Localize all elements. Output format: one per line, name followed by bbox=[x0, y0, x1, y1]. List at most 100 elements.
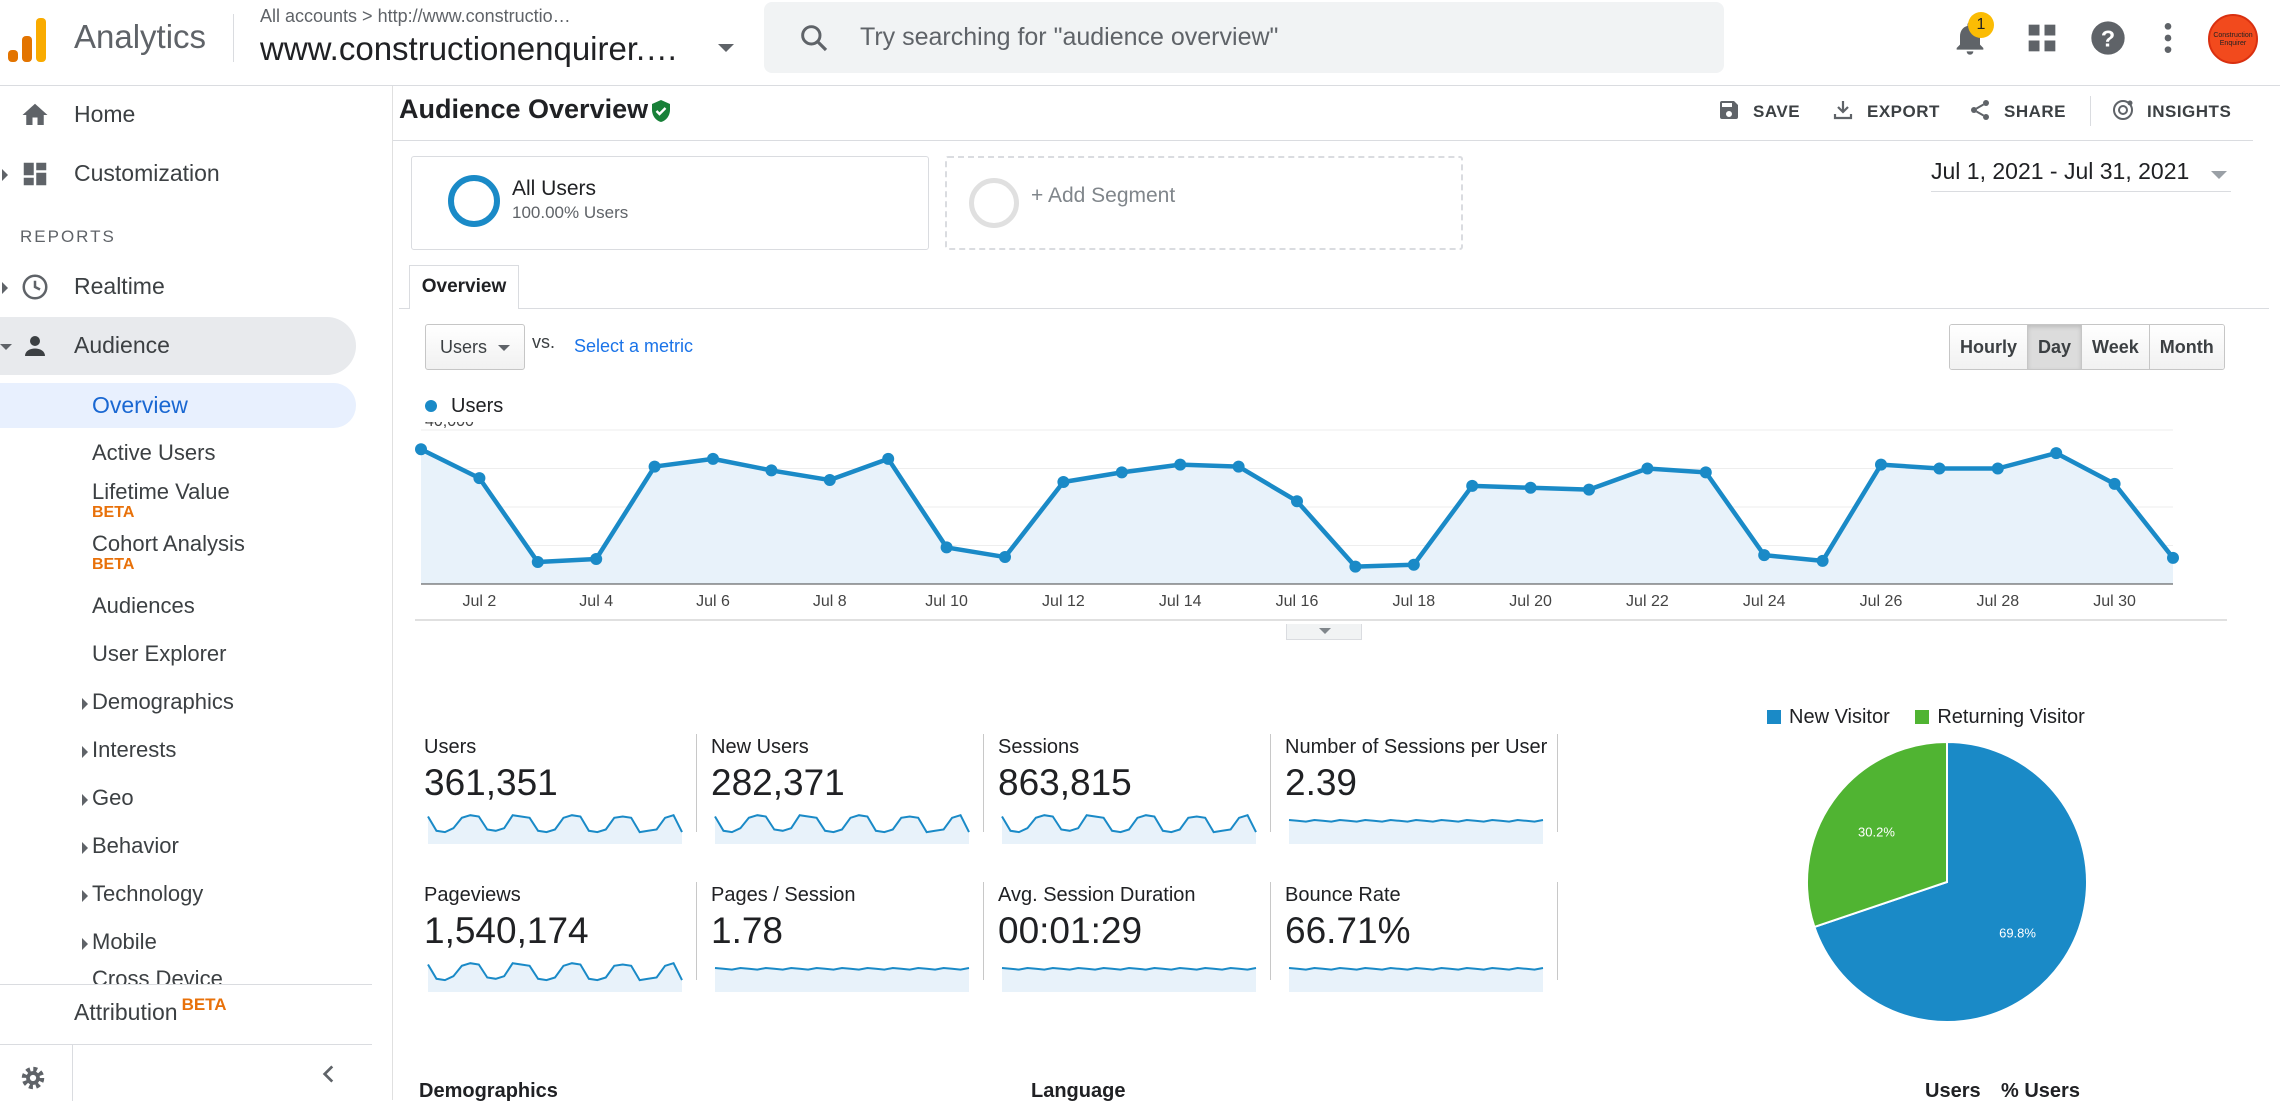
more-vert-icon[interactable] bbox=[2148, 18, 2188, 58]
metric-card[interactable]: Sessions 863,815 bbox=[998, 736, 1278, 852]
metric-name: Avg. Session Duration bbox=[998, 884, 1196, 906]
data-point[interactable] bbox=[1758, 549, 1771, 562]
sidebar-item-home[interactable]: Home bbox=[0, 86, 356, 144]
data-point[interactable] bbox=[1641, 462, 1654, 475]
data-point[interactable] bbox=[940, 541, 953, 554]
add-segment-button[interactable]: + Add Segment bbox=[945, 156, 1463, 250]
chevron-down-icon[interactable] bbox=[718, 44, 734, 52]
data-point[interactable] bbox=[648, 460, 661, 473]
data-point[interactable] bbox=[765, 464, 778, 477]
pie-slice[interactable] bbox=[1813, 740, 2088, 1023]
data-point[interactable] bbox=[2108, 477, 2121, 490]
sidebar-item-behavior[interactable]: Behavior bbox=[82, 833, 179, 859]
account-selector[interactable]: www.constructionenquirer.… bbox=[260, 30, 679, 67]
pct-users-column-header[interactable]: % Users bbox=[2001, 1080, 2080, 1102]
pie-slice[interactable] bbox=[1806, 740, 1948, 929]
search-bar[interactable] bbox=[764, 2, 1724, 73]
pie-legend: New Visitor Returning Visitor bbox=[1767, 706, 2085, 729]
analytics-logo[interactable] bbox=[8, 16, 48, 62]
data-point[interactable] bbox=[2167, 551, 2179, 564]
chevron-left-icon[interactable] bbox=[316, 1061, 342, 1087]
insights-icon bbox=[2113, 100, 2133, 120]
search-input[interactable] bbox=[860, 18, 1680, 56]
data-point[interactable] bbox=[1933, 462, 1946, 475]
sparkline-line bbox=[1001, 966, 1257, 971]
users-column-header[interactable]: Users bbox=[1925, 1080, 1981, 1102]
legend-swatch-returning bbox=[1915, 710, 1930, 724]
data-point[interactable] bbox=[1875, 458, 1887, 471]
day-button[interactable]: Day bbox=[2028, 325, 2083, 369]
x-tick-label: Jul 24 bbox=[1743, 593, 1786, 610]
sidebar-item-interests[interactable]: Interests bbox=[82, 737, 176, 763]
week-button[interactable]: Week bbox=[2082, 325, 2150, 369]
date-range-picker[interactable]: Jul 1, 2021 - Jul 31, 2021 bbox=[1931, 158, 2231, 192]
account-breadcrumb[interactable]: All accounts > http://www.constructio… bbox=[260, 6, 571, 26]
data-point[interactable] bbox=[1991, 462, 2004, 475]
data-point[interactable] bbox=[590, 552, 603, 565]
sidebar-item-customization[interactable]: Customization bbox=[0, 145, 356, 203]
chart-resize-handle[interactable] bbox=[1286, 624, 1362, 640]
metric-card[interactable]: Pageviews 1,540,174 bbox=[424, 884, 704, 1000]
sidebar-item-audiences[interactable]: Audiences bbox=[92, 593, 195, 619]
sidebar-item-demographics[interactable]: Demographics bbox=[82, 689, 234, 715]
metric-card[interactable]: Bounce Rate 66.71% bbox=[1285, 884, 1565, 1000]
data-point[interactable] bbox=[1407, 558, 1420, 571]
data-point[interactable] bbox=[531, 556, 544, 569]
sidebar-item-audience[interactable]: Audience bbox=[0, 317, 356, 375]
metric-card[interactable]: Users 361,351 bbox=[424, 736, 704, 852]
data-point[interactable] bbox=[823, 474, 836, 487]
help-icon[interactable]: ? bbox=[2088, 18, 2128, 58]
sidebar-item-mobile[interactable]: Mobile bbox=[82, 929, 157, 955]
gear-icon[interactable] bbox=[18, 1063, 48, 1093]
data-point[interactable] bbox=[882, 452, 895, 465]
data-point[interactable] bbox=[1466, 479, 1479, 492]
segment-all-users[interactable]: All Users 100.00% Users bbox=[411, 156, 929, 250]
data-point[interactable] bbox=[2050, 447, 2063, 460]
sidebar-item-geo[interactable]: Geo bbox=[82, 785, 134, 811]
data-point[interactable] bbox=[1583, 483, 1595, 496]
data-point[interactable] bbox=[1291, 495, 1303, 508]
sidebar-item-user-explorer[interactable]: User Explorer bbox=[92, 641, 226, 667]
month-button[interactable]: Month bbox=[2149, 325, 2224, 369]
sidebar-item-technology[interactable]: Technology bbox=[82, 881, 203, 907]
apps-grid-icon[interactable] bbox=[2022, 18, 2062, 58]
sidebar-item-active-users[interactable]: Active Users bbox=[92, 440, 215, 466]
hourly-button[interactable]: Hourly bbox=[1950, 325, 2029, 369]
avatar[interactable]: Construction Enquirer bbox=[2208, 14, 2258, 64]
data-point[interactable] bbox=[1816, 554, 1829, 567]
metric-value: 863,815 bbox=[998, 762, 1132, 803]
data-point[interactable] bbox=[707, 452, 719, 465]
metric-name: Sessions bbox=[998, 736, 1080, 758]
sidebar-item-realtime[interactable]: Realtime bbox=[0, 258, 356, 316]
sidebar-item-overview[interactable]: Overview bbox=[0, 383, 356, 428]
data-point[interactable] bbox=[1232, 460, 1245, 473]
data-point[interactable] bbox=[1057, 475, 1070, 488]
metric-select[interactable]: Users bbox=[425, 324, 525, 370]
data-point[interactable] bbox=[1524, 481, 1537, 494]
card-divider bbox=[1557, 882, 1558, 980]
save-icon bbox=[1720, 101, 1738, 119]
data-point[interactable] bbox=[999, 551, 1011, 564]
data-point[interactable] bbox=[1699, 466, 1712, 479]
legend-label-new: New Visitor bbox=[1789, 706, 1890, 728]
metric-card[interactable]: Avg. Session Duration 00:01:29 bbox=[998, 884, 1278, 1000]
metric-card[interactable]: New Users 282,371 bbox=[711, 736, 991, 852]
download-icon bbox=[1833, 101, 1853, 120]
metric-card[interactable]: Pages / Session 1.78 bbox=[711, 884, 991, 1000]
sidebar-item-attribution[interactable]: Attribution BETA bbox=[74, 995, 227, 1026]
tab-overview[interactable]: Overview bbox=[409, 265, 519, 309]
data-point[interactable] bbox=[1174, 458, 1187, 471]
data-point[interactable] bbox=[1349, 560, 1362, 573]
data-point[interactable] bbox=[415, 443, 427, 456]
visitor-pie-chart[interactable]: 69.8% 30.2% bbox=[1799, 734, 2095, 1030]
sidebar-item-cohort-analysis[interactable]: Cohort Analysis BETA bbox=[92, 531, 245, 574]
select-metric-link[interactable]: Select a metric bbox=[574, 336, 694, 356]
metric-card[interactable]: Number of Sessions per User 2.39 bbox=[1285, 736, 1565, 852]
add-segment-label: + Add Segment bbox=[1031, 184, 1176, 207]
data-point[interactable] bbox=[1115, 466, 1128, 479]
sidebar-item-cross-device[interactable]: Cross Device bbox=[92, 966, 223, 984]
data-point[interactable] bbox=[473, 472, 486, 485]
demographics-header: Demographics bbox=[419, 1080, 558, 1102]
sidebar-item-lifetime-value[interactable]: Lifetime Value BETA bbox=[92, 479, 230, 522]
